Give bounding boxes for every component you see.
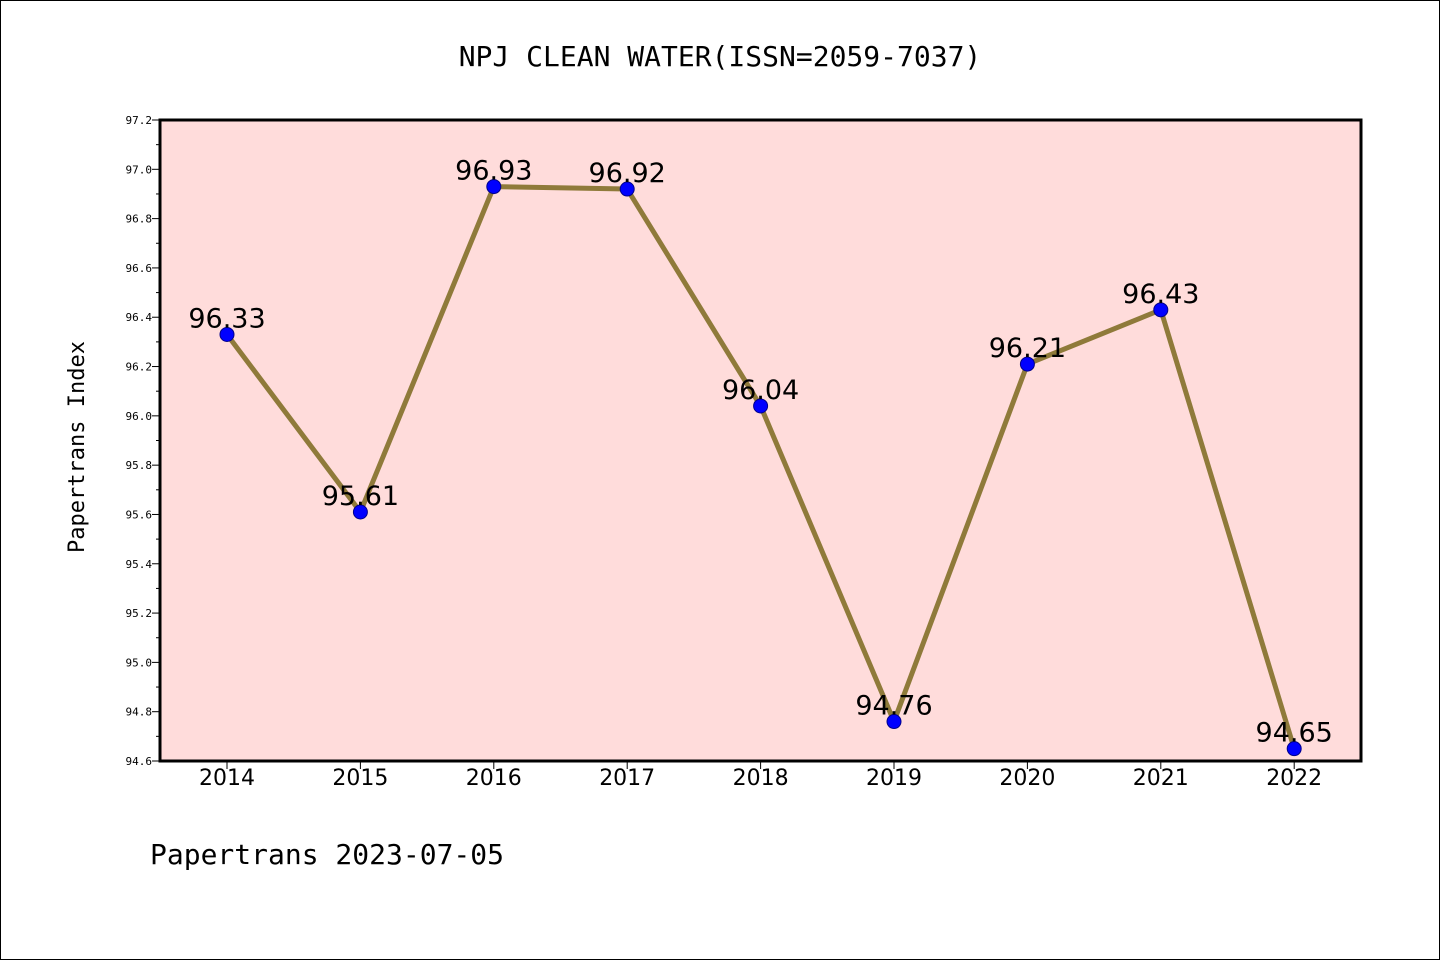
- data-point: [352, 504, 368, 520]
- x-tick-label: 2020: [999, 766, 1055, 791]
- y-tick-label: 96.6: [126, 262, 153, 275]
- y-tick-label: 95.0: [126, 656, 153, 669]
- y-tick-label: 95.8: [126, 459, 153, 472]
- chart-title: NPJ CLEAN WATER(ISSN=2059-7037): [459, 40, 982, 73]
- x-tick-label: 2018: [733, 766, 789, 791]
- x-tick-label: 2021: [1133, 766, 1189, 791]
- x-tick-label: 2017: [599, 766, 655, 791]
- x-tick-label: 2019: [866, 766, 922, 791]
- data-label: 94.76: [855, 691, 932, 722]
- x-tick-label: 2022: [1266, 766, 1322, 791]
- data-point: [886, 714, 902, 730]
- y-tick-label: 96.8: [126, 213, 153, 226]
- data-point: [486, 179, 502, 195]
- data-label: 96.92: [589, 158, 666, 189]
- data-label: 96.43: [1122, 279, 1199, 310]
- data-point: [753, 398, 769, 414]
- x-tick-label: 2014: [199, 766, 255, 791]
- data-point: [1019, 356, 1035, 372]
- y-tick-label: 95.4: [126, 558, 153, 571]
- y-axis: 94.6 94.8 95.0 95.2 95.4 95.6 95.8 96.0 96.2 96.4…: [126, 114, 160, 768]
- plot-area: [158, 118, 1363, 763]
- y-tick-label: 94.8: [126, 706, 153, 719]
- data-label: 96.33: [188, 303, 265, 334]
- data-point: [1286, 741, 1302, 757]
- data-labels: 96.33 95.61 96.93 96.92 96.04 94.76 96.21 96.43…: [188, 156, 1332, 749]
- y-axis-label: Papertrans Index: [65, 341, 90, 553]
- x-tick-label: 2015: [332, 766, 388, 791]
- y-tick-label: 94.6: [126, 755, 153, 768]
- y-tick-label: 96.0: [126, 410, 153, 423]
- data-label: 96.93: [455, 156, 532, 187]
- y-tick-label: 96.2: [126, 361, 153, 374]
- data-label: 96.21: [989, 333, 1066, 364]
- y-tick-label: 96.4: [126, 311, 153, 324]
- x-axis: 2014 2015 2016 2017 2018 2019 2020 2021 2022: [199, 761, 1322, 791]
- y-tick-label: 97.2: [126, 114, 153, 127]
- data-point: [219, 326, 235, 342]
- y-tick-label: 97.0: [126, 163, 153, 176]
- footer-date: Papertrans 2023-07-05: [150, 838, 504, 871]
- data-label: 96.04: [722, 375, 799, 406]
- y-tick-label: 95.2: [126, 607, 153, 620]
- data-points: [219, 179, 1302, 757]
- x-tick-label: 2016: [466, 766, 522, 791]
- y-tick-label: 95.6: [126, 508, 153, 521]
- data-label: 95.61: [322, 481, 399, 512]
- data-point: [619, 181, 635, 197]
- data-point: [1153, 302, 1169, 318]
- data-label: 94.65: [1256, 718, 1333, 749]
